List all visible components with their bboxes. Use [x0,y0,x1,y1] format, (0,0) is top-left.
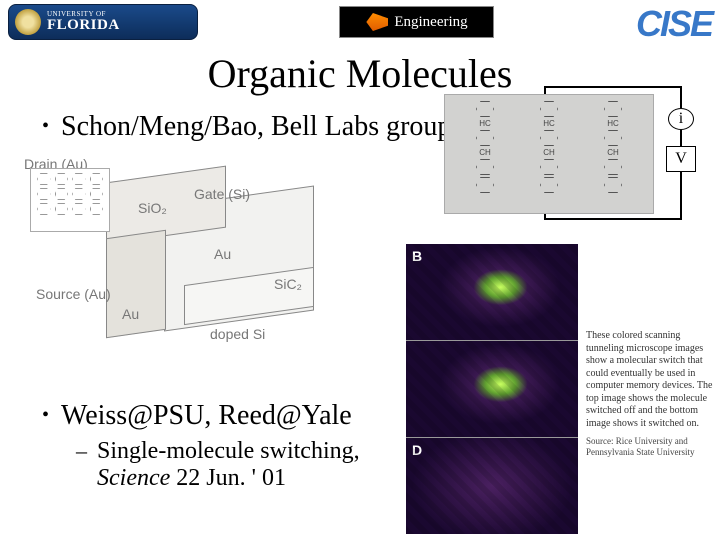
bullet-dot-icon: • [42,116,49,136]
stm-image-b: B [406,244,578,341]
bullet-1-text: Schon/Meng/Bao, Bell Labs group [61,111,451,143]
bullet-2-sub-text: Single-molecule switching, Science 22 Ju… [97,438,402,492]
gator-icon [366,13,388,31]
label-sio2: SiO₂ [138,200,167,216]
uf-line2: FLORIDA [47,18,120,33]
bullet-2-sub: – Single-molecule switching, Science 22 … [42,438,402,492]
bullet-2: • Weiss@PSU, Reed@Yale [42,400,402,432]
stm-label-d: D [412,442,422,458]
bullet-2-text: Weiss@PSU, Reed@Yale [61,400,352,432]
label-doped-si: doped Si [210,326,265,342]
molecule-column: HCCH [604,101,622,207]
stm-image-panel: B D [406,244,578,534]
label-gate: Gate (Si) [194,186,250,202]
bullet-dot-icon: • [42,405,49,425]
voltage-source-icon: V [666,146,696,172]
label-au2: Au [122,306,139,322]
ammeter-icon: i [668,108,694,130]
dash-icon: – [76,438,87,464]
molecule-column: HCCH [540,101,558,207]
engineering-logo: Engineering [339,6,494,38]
bullet-block-2: • Weiss@PSU, Reed@Yale – Single-molecule… [42,400,402,492]
stm-image-c [406,341,578,438]
circuit-diagram: HCCH HCCH HCCH i V [444,86,714,226]
stm-label-b: B [412,248,422,264]
cise-logo: CISE [636,4,712,42]
engineering-text: Engineering [394,14,467,31]
figure-caption: These colored scanning tunneling microsc… [586,330,714,459]
label-source: Source (Au) [36,286,111,302]
label-sic2: SiC₂ [274,276,302,292]
caption-source: Source: Rice University and Pennsylvania… [586,436,714,459]
caption-text: These colored scanning tunneling microsc… [586,330,714,430]
slide-header: UNIVERSITY OF FLORIDA Engineering CISE [0,0,720,44]
molecule-panel: HCCH HCCH HCCH [444,94,654,214]
molecule-column: HCCH [476,101,494,207]
uf-logo: UNIVERSITY OF FLORIDA [8,4,198,40]
label-au: Au [214,246,231,262]
uf-seal-icon [15,9,41,35]
stm-image-d: D [406,438,578,534]
molecule-inset [30,168,110,232]
